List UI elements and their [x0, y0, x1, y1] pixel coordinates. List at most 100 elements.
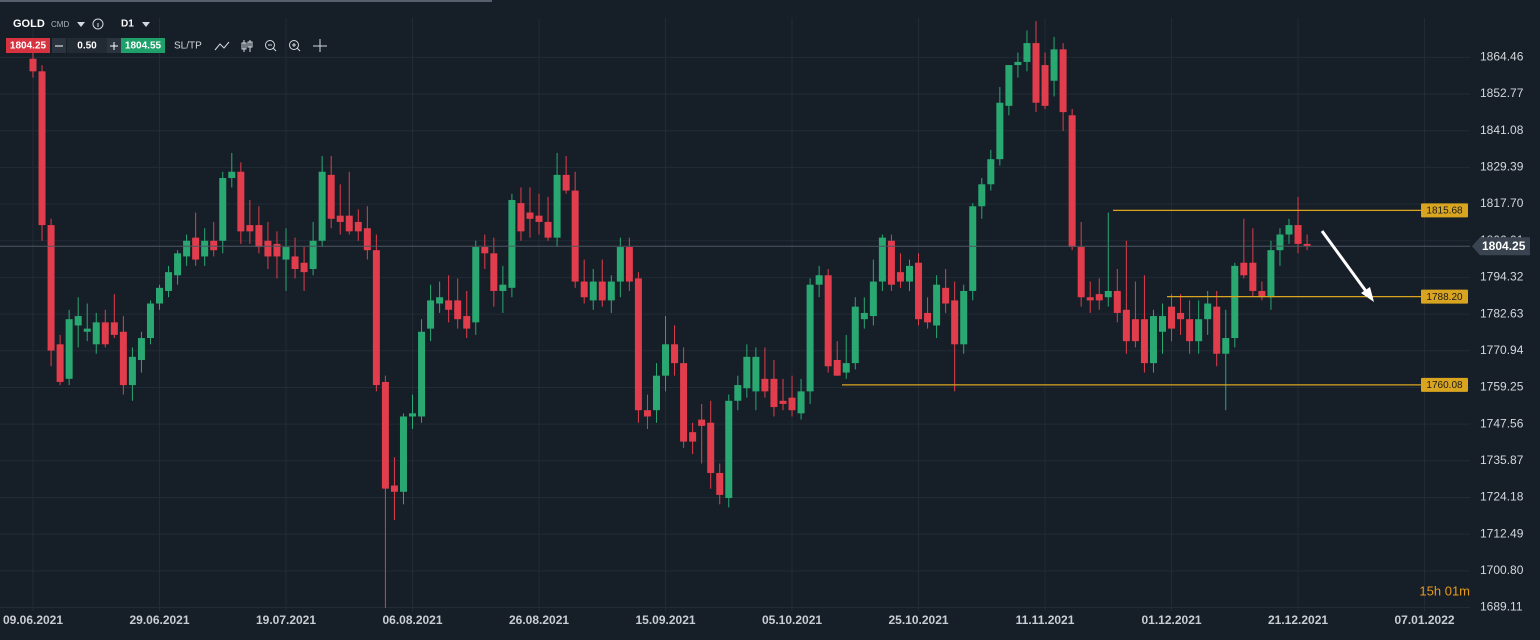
candle-body [454, 300, 462, 320]
candle-body [924, 312, 932, 323]
candle-body [354, 221, 362, 232]
buy-price: 1804.55 [125, 41, 162, 52]
candle-body [662, 344, 670, 376]
dropdown-icon[interactable] [142, 22, 150, 27]
candle-body [634, 278, 642, 411]
symbol[interactable]: GOLD [13, 18, 45, 30]
x-tick-label: 01.12.2021 [1142, 613, 1202, 627]
candle-body [1032, 43, 1040, 103]
level-label: 1760.08 [1426, 380, 1463, 391]
candle-body [969, 206, 977, 291]
sl-tp[interactable]: SL/TP [174, 41, 202, 52]
candle-body [707, 422, 715, 473]
candle-body [842, 363, 850, 373]
zoom-out-icon[interactable] [265, 40, 277, 52]
y-tick-label: 1794.32 [1480, 270, 1524, 284]
level-label-box [1421, 289, 1468, 304]
candle-body [327, 174, 335, 219]
candle-body [318, 171, 326, 241]
buy-button[interactable] [121, 38, 165, 53]
candle-body [246, 225, 254, 232]
last-price-box [1472, 237, 1530, 256]
candle-body [580, 281, 588, 298]
info-icon[interactable] [92, 18, 104, 30]
y-tick-label: 1782.63 [1480, 306, 1524, 320]
volume-field[interactable] [67, 38, 107, 53]
candle-body [445, 300, 453, 310]
candle-body [824, 275, 832, 367]
candle-body [887, 240, 895, 285]
candle-body [418, 331, 426, 417]
candle-body [1050, 49, 1058, 81]
x-tick-label: 19.07.2021 [256, 613, 316, 627]
candle-body [589, 281, 597, 301]
candle-body [372, 250, 380, 386]
candle-body [933, 284, 941, 326]
candle-body [743, 356, 751, 389]
candle-body [1240, 262, 1248, 276]
candle-body [192, 237, 200, 260]
line-tool-icon[interactable] [214, 41, 230, 51]
dropdown-icon[interactable] [77, 22, 85, 27]
candle-body [860, 312, 868, 320]
zoom-in-icon[interactable] [289, 40, 301, 52]
candle-body [1086, 297, 1094, 301]
candle-body [300, 262, 308, 273]
candle-body [1023, 43, 1031, 62]
candle-body [363, 228, 371, 251]
sell-price: 1804.25 [10, 41, 47, 52]
candle-body [1095, 294, 1103, 301]
candle-tool-icon[interactable] [241, 40, 253, 52]
level-label: 1788.20 [1426, 292, 1463, 303]
candle-body [174, 253, 182, 276]
candle-body [47, 225, 55, 351]
candle-body [146, 303, 154, 339]
candle-body [851, 306, 859, 364]
candle-body [273, 243, 281, 257]
y-tick-label: 1724.18 [1480, 490, 1524, 504]
level-label-box [1421, 203, 1468, 218]
candle-body [1186, 319, 1194, 342]
axis: 1864.461852.771841.081829.391817.701806.… [3, 50, 1530, 627]
candle-body [1276, 234, 1284, 251]
arrow-head [1361, 287, 1374, 302]
x-tick-label: 29.06.2021 [129, 613, 189, 627]
candle-body [671, 344, 679, 364]
candle-body [978, 184, 986, 207]
candle-body [1113, 290, 1121, 313]
x-tick-label: 15.09.2021 [635, 613, 695, 627]
y-tick-label: 1700.80 [1480, 563, 1524, 577]
x-tick-label: 11.11.2021 [1016, 613, 1075, 627]
candle-body [562, 174, 570, 191]
candle-body [228, 171, 236, 179]
candle-body [119, 331, 127, 386]
x-tick-label: 25.10.2021 [888, 613, 948, 627]
level-label: 1815.68 [1426, 206, 1463, 217]
sell-button[interactable] [6, 38, 50, 53]
candle-body [291, 256, 299, 270]
candle-body [1285, 225, 1293, 235]
candle-body [463, 316, 471, 329]
timeframe[interactable]: D1 [121, 19, 134, 30]
candle-body [996, 102, 1004, 160]
candle-body [833, 359, 841, 376]
candle-body [201, 240, 209, 257]
candle-body [1258, 290, 1266, 298]
move-icon[interactable] [313, 39, 327, 52]
candle-body [210, 240, 218, 251]
candle-body [752, 356, 760, 392]
candle-body [65, 319, 73, 379]
candle-body [806, 284, 814, 392]
candle-body [219, 178, 227, 241]
candle-body [1222, 338, 1230, 354]
y-tick-label: 1852.77 [1480, 86, 1524, 100]
candle-body [987, 159, 995, 185]
candle-body [896, 272, 904, 282]
candle-body [1122, 309, 1130, 342]
y-tick-label: 1759.25 [1480, 380, 1524, 394]
candle-body [517, 203, 525, 232]
candle-body [56, 344, 64, 382]
candle-body [1140, 319, 1148, 364]
